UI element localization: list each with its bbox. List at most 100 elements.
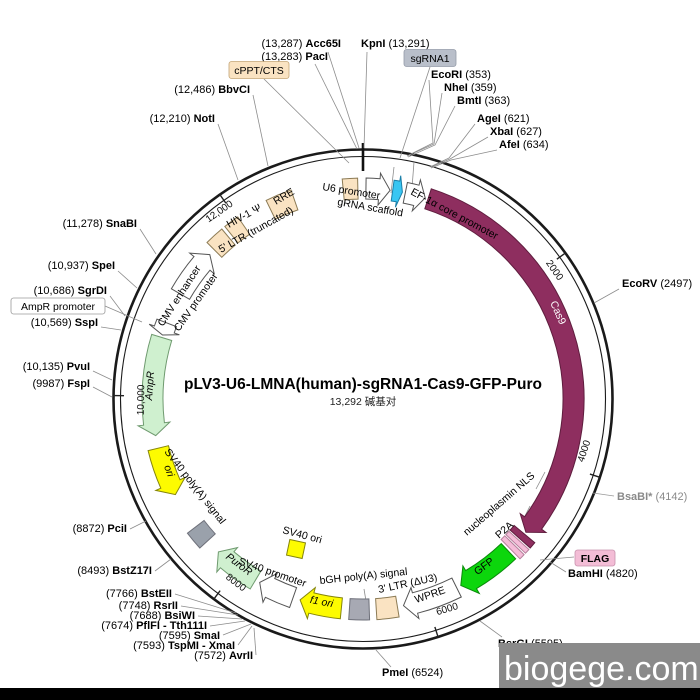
- site-label-acc65i: (13,287) Acc65I: [261, 38, 341, 50]
- site-callout-line: [314, 63, 358, 150]
- site-callout-line: [180, 605, 239, 616]
- feature-label-ampr: AmpR: [143, 370, 157, 401]
- site-label-pvui: (10,135) PvuI: [23, 361, 90, 373]
- site-callout-line: [549, 561, 567, 573]
- site-callout-line: [252, 94, 269, 167]
- site-label-kpni: KpnI (13,291): [361, 38, 429, 50]
- feature-f1-ori: [299, 586, 343, 621]
- site-label-bamhi: BamHI (4820): [568, 568, 638, 580]
- highlight-label-sgrna1: sgRNA1: [410, 53, 449, 65]
- feature-label-ef-1-core-promoter: EF-1α core promoter: [409, 186, 501, 242]
- site-label-spei: (10,937) SpeI: [48, 260, 115, 272]
- site-label-bsiwi: (7688) BsiWI: [130, 610, 195, 622]
- highlight-box-ampr-promoter: [10, 297, 106, 315]
- site-label-pflfi-tth111i: (7674) PflFI - Tth111I: [101, 620, 207, 632]
- feature-callout-line: [535, 471, 546, 490]
- site-callout-line: [363, 51, 368, 149]
- tick-mark: [219, 194, 227, 204]
- site-label-bbvci: (12,486) BbvCI: [174, 84, 250, 96]
- site-callout-line: [174, 593, 237, 614]
- site-callout-line: [429, 123, 476, 168]
- site-label-pmei: PmeI (6524): [382, 667, 443, 679]
- site-callout-line: [92, 386, 113, 398]
- feature-hiv-1: [224, 216, 251, 244]
- site-label-ecori: EcoRI (353): [431, 69, 491, 81]
- feature-p2a: [500, 535, 525, 560]
- site-callout-line: [92, 370, 113, 381]
- watermark-box: [499, 643, 700, 689]
- site-label-bsteii: (7766) BstEII: [106, 588, 172, 600]
- feature-arcs: [136, 171, 585, 621]
- highlighted-labels: cPPT/CTS sgRNA1 AmpR promoter FLAG: [10, 49, 616, 567]
- site-callout-line: [406, 79, 434, 157]
- site-callout-line: [217, 123, 239, 181]
- watermark: biogege.com: [499, 643, 700, 689]
- site-label-xbai: XbaI (627): [490, 126, 542, 138]
- site-label-noti: (12,210) NotI: [150, 113, 215, 125]
- highlight-box-sgrna1: [403, 49, 457, 67]
- feature-wpre: [402, 577, 462, 620]
- site-callout-line: [129, 520, 147, 530]
- site-callout-line: [109, 295, 126, 317]
- restriction-site-labels: KpnI (13,291) EcoRI (353)NheI (359)BmtI (…: [23, 38, 692, 679]
- highlight-label-cppt-cts: cPPT/CTS: [234, 65, 284, 77]
- tick-label: 10,000: [136, 384, 148, 415]
- site-label-agei: AgeI (621): [477, 113, 530, 125]
- feature-sgrna1: [390, 175, 403, 208]
- feature-cmv-enhancer-cmv-promoter: [170, 252, 216, 300]
- plasmid-length: 13,292 碱基对: [330, 395, 397, 408]
- highlight-callout-line: [104, 305, 143, 323]
- site-label-bstz17i: (8493) BstZ17I: [77, 565, 152, 577]
- feature-u6-promoter: [365, 171, 391, 207]
- site-callout-line: [430, 136, 489, 168]
- highlight-callout-line: [539, 556, 575, 561]
- site-callout-line: [593, 288, 620, 304]
- site-callout-line: [209, 620, 246, 627]
- tick-mark: [213, 590, 221, 600]
- site-callout-line: [253, 627, 257, 656]
- site-callout-line: [592, 492, 615, 497]
- feature-3-ltr-u3: [375, 595, 400, 621]
- site-callout-line: [154, 558, 172, 572]
- feature-rre: [265, 189, 299, 220]
- site-label-bmti: BmtI (363): [457, 95, 510, 107]
- bottom-bar: [0, 688, 700, 700]
- site-callout-line: [407, 105, 456, 158]
- tick-mark: [589, 473, 601, 479]
- feature-sv40-promoter: [259, 572, 298, 609]
- feature-ampr: [136, 333, 173, 437]
- tick-mark: [556, 252, 566, 260]
- callout-lines: [92, 51, 620, 668]
- feature-label-f1-ori: f1 ori: [309, 594, 335, 610]
- site-callout-line: [327, 51, 360, 149]
- site-callout-line: [197, 615, 243, 620]
- site-label-rsrii: (7748) RsrII: [119, 600, 178, 612]
- feature-cppt-cts: [341, 177, 359, 201]
- site-label-sspi: (10,569) SspI: [31, 317, 98, 329]
- site-label-bsabi: BsaBI* (4142): [617, 491, 687, 503]
- feature-sv40-poly-a-signal: [186, 519, 217, 549]
- site-callout-line: [479, 620, 503, 638]
- site-label-nhei: NheI (359): [444, 82, 497, 94]
- feature-bgh-poly-a-signal: [348, 598, 371, 621]
- site-callout-line: [222, 623, 252, 636]
- site-callout-line: [430, 149, 498, 169]
- feature-5-ltr-truncated: [206, 228, 236, 259]
- feature-label-ori: ori: [161, 463, 176, 479]
- feature-cas9: [424, 188, 585, 534]
- site-label-tspmi-xmai: (7593) TspMI - XmaI: [133, 640, 235, 652]
- feature-puror: [216, 546, 262, 590]
- highlight-label-flag: FLAG: [581, 553, 610, 565]
- highlight-callout-line: [399, 66, 431, 159]
- site-label-fspi: (9987) FspI: [33, 378, 90, 390]
- site-label-smai: (7595) SmaI: [159, 630, 220, 642]
- site-label-ecorv: EcoRV (2497): [622, 278, 692, 290]
- plasmid-title: pLV3-U6-LMNA(human)-sgRNA1-Cas9-GFP-Puro: [184, 376, 542, 393]
- site-label-pcii: (8872) PciI: [73, 523, 127, 535]
- highlight-label-ampr-promoter: AmpR promoter: [21, 301, 96, 313]
- feature-ampr-promoter: [148, 318, 180, 336]
- site-callout-line: [139, 228, 157, 255]
- site-callout-line: [117, 270, 138, 289]
